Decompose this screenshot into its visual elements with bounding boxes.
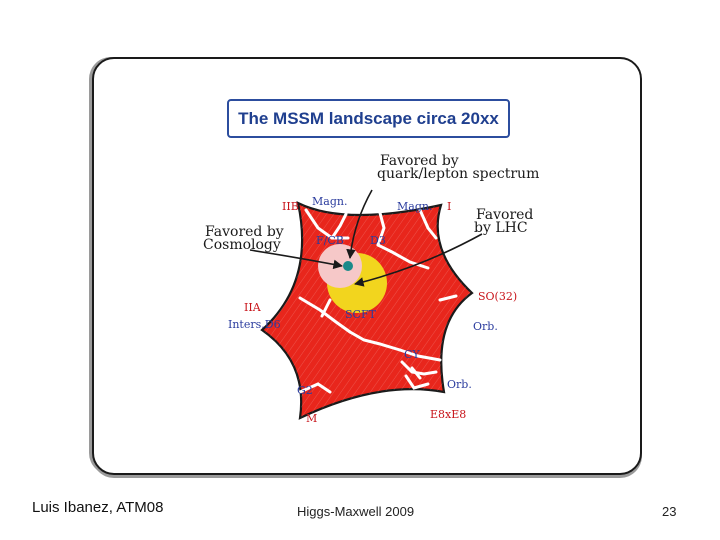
region-boundaries: [298, 208, 458, 394]
region-orb-bottom: Orb.: [447, 378, 472, 391]
region-d3: D3: [370, 234, 386, 247]
region-iia: IIA: [244, 301, 262, 314]
footer-author: Luis Ibanez, ATM08: [32, 499, 164, 516]
region-i: I: [447, 200, 451, 213]
region-fcb: F/CB: [316, 234, 344, 247]
region-m: M: [306, 412, 317, 425]
region-g2: G2: [297, 384, 313, 397]
favored-lhc-label-1: Favored: [476, 207, 533, 223]
region-cy: CY: [404, 348, 420, 361]
diagram-title: The MSSM landscape circa 20xx: [227, 99, 510, 138]
favored-cosmology-label-2: Cosmology: [203, 237, 281, 253]
region-iib: IIB: [282, 200, 299, 213]
favored-quark-label-2: quark/lepton spectrum: [377, 166, 539, 182]
region-so32: SO(32): [478, 290, 517, 303]
region-scft: SCFT: [345, 308, 377, 321]
favored-cosmology-label-1: Favored by: [205, 224, 284, 240]
region-orb-right: Orb.: [473, 320, 498, 333]
region-magn-left: Magn.: [312, 195, 347, 208]
favored-quark-label-1: Favored by: [380, 153, 459, 169]
favored-lhc-label-2: by LHC: [474, 220, 528, 236]
region-magn-right: Magn.: [397, 200, 432, 213]
annotation-arrows: [249, 189, 483, 287]
footer-event: Higgs-Maxwell 2009: [297, 504, 415, 519]
region-inters-d6: Inters.D6: [228, 318, 281, 331]
region-e8e8: E8xE8: [430, 408, 466, 421]
page-number: 23: [662, 504, 677, 519]
favored-center-dot: [343, 261, 353, 271]
